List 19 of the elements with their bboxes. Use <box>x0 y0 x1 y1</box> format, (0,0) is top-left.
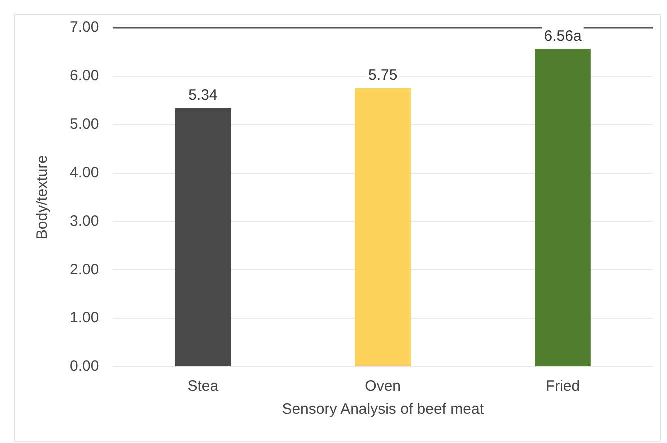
data-label: 5.34 <box>188 87 218 104</box>
x-tick-label: Oven <box>365 378 402 396</box>
data-label: 6.56a <box>544 28 582 45</box>
y-tick-label: 5.00 <box>70 116 100 133</box>
y-tick-label: 0.00 <box>70 358 100 376</box>
y-axis-title: Body/texture <box>34 155 52 240</box>
y-tick-label: 6.00 <box>70 68 100 85</box>
y-tick-label: 1.00 <box>70 310 100 327</box>
data-label: 5.75 <box>368 67 398 84</box>
y-tick-label: 4.00 <box>70 164 100 182</box>
bar <box>355 88 411 366</box>
y-tick-label: 2.00 <box>70 261 100 278</box>
x-tick-label: Stea <box>188 378 220 396</box>
bar <box>535 49 591 366</box>
y-tick-label: 7.00 <box>70 19 100 36</box>
x-axis-title: Sensory Analysis of beef meat <box>282 401 485 418</box>
x-tick-label: Fried <box>546 378 580 396</box>
y-tick-label: 3.00 <box>70 212 100 230</box>
bar <box>175 108 232 366</box>
